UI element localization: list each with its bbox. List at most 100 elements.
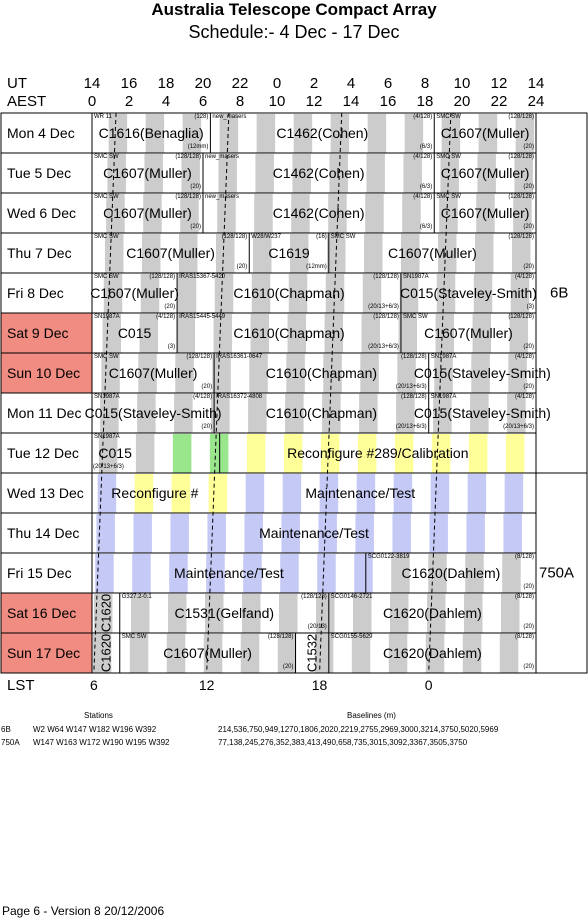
lst-band bbox=[320, 434, 340, 473]
lst-band bbox=[178, 234, 198, 273]
day-label: Sat 9 Dec bbox=[7, 325, 69, 341]
program-label: C1620 bbox=[98, 633, 114, 673]
cfg-label: (128/128) bbox=[508, 234, 534, 240]
program-label: C1462(Cohen) bbox=[276, 125, 369, 141]
lst-band bbox=[437, 234, 457, 273]
lst-band bbox=[441, 114, 461, 153]
lst-band bbox=[514, 154, 533, 193]
source-label: IRAS16361-0647 bbox=[216, 354, 263, 360]
lst-band bbox=[285, 394, 304, 433]
lst-band bbox=[435, 314, 455, 353]
lst-band bbox=[277, 634, 297, 673]
lst-band bbox=[172, 434, 192, 473]
lst-band bbox=[101, 354, 120, 393]
program-label: Reconfigure # bbox=[111, 485, 199, 501]
lst-label: LST bbox=[7, 677, 35, 694]
program-label: C1610(Chapman) bbox=[233, 285, 345, 301]
lst-band bbox=[281, 514, 300, 553]
lst-band bbox=[467, 474, 487, 513]
cfg-label: (4/128) bbox=[514, 394, 534, 400]
aest-tick: 12 bbox=[305, 93, 323, 110]
lst-band bbox=[507, 394, 526, 433]
config-label: 6B bbox=[550, 284, 569, 302]
band-label: (12mm) bbox=[187, 144, 209, 150]
page-title: Australia Telescope Compact Array bbox=[151, 0, 437, 19]
lst-band bbox=[361, 314, 381, 353]
lst-band bbox=[470, 394, 489, 433]
lst-band bbox=[212, 354, 231, 393]
lst-band bbox=[139, 314, 159, 353]
lst-band bbox=[322, 394, 341, 433]
baselines-heading: Baselines (m) bbox=[347, 711, 396, 720]
lst-band bbox=[510, 274, 530, 313]
source-label: SMC SW bbox=[402, 314, 428, 320]
lst-band bbox=[318, 514, 337, 553]
lst-band bbox=[429, 514, 448, 553]
program-label: C1607(Muller) bbox=[108, 365, 198, 381]
station-list: W147 W163 W172 W190 W195 W392 bbox=[33, 738, 170, 747]
config-name: 750A bbox=[1, 738, 20, 747]
band-label: (20/13+6/3) bbox=[395, 384, 427, 390]
lst-band bbox=[317, 554, 336, 593]
program-label: C015(Staveley-Smith) bbox=[413, 405, 551, 421]
lst-band bbox=[362, 274, 382, 313]
lst-band bbox=[402, 194, 421, 233]
program-label: Maintenance/Test bbox=[305, 485, 416, 501]
day-label: Tue 12 Dec bbox=[7, 445, 79, 461]
lst-band bbox=[462, 634, 482, 673]
lst-band bbox=[214, 274, 234, 313]
cfg-label: (128) bbox=[194, 114, 209, 120]
lst-band bbox=[289, 234, 309, 273]
aest-tick: 20 bbox=[453, 93, 471, 110]
lst-band bbox=[177, 274, 197, 313]
ut-tick: 18 bbox=[157, 75, 175, 92]
ut-label: UT bbox=[7, 75, 27, 92]
band-label: (20) bbox=[201, 384, 213, 390]
band-label: (20) bbox=[523, 344, 534, 350]
aest-tick: 16 bbox=[379, 93, 397, 110]
config-name: 6B bbox=[1, 725, 11, 734]
page-subtitle: Schedule:- 4 Dec - 17 Dec bbox=[188, 22, 400, 42]
lst-band bbox=[97, 474, 117, 513]
lst-band bbox=[430, 474, 450, 513]
program-label: C1610(Chapman) bbox=[233, 325, 345, 341]
source-label: SMC SW bbox=[121, 634, 147, 640]
lst-band bbox=[352, 594, 372, 633]
cfg-label: (128/128) bbox=[508, 194, 534, 200]
source-label: SMC SW bbox=[94, 274, 119, 280]
source-label: SMC SW bbox=[436, 194, 461, 200]
source-label: WR 11 bbox=[94, 114, 112, 120]
lst-band bbox=[502, 554, 521, 593]
source-label: SN1987A bbox=[430, 394, 457, 400]
cfg-label: (4/128) bbox=[514, 274, 534, 280]
program-label: C1607(Muller) bbox=[388, 245, 477, 261]
day-label: Thu 7 Dec bbox=[7, 245, 72, 261]
cfg-label: (8/128) bbox=[514, 554, 534, 560]
lst-band bbox=[291, 194, 310, 233]
band-label: (20) bbox=[523, 224, 534, 230]
lst-band bbox=[138, 354, 157, 393]
lst-band bbox=[499, 634, 519, 673]
lst-band bbox=[134, 474, 154, 513]
cfg-label: (8/128) bbox=[514, 634, 534, 640]
source-label: new_masers bbox=[212, 114, 247, 120]
lst-band bbox=[403, 154, 422, 193]
source-label: SMC SW bbox=[436, 154, 461, 160]
cfg-label: (128/128) bbox=[221, 234, 248, 240]
lst-band bbox=[354, 554, 373, 593]
lst-band bbox=[181, 154, 200, 193]
lst-band bbox=[388, 634, 408, 673]
lst-band bbox=[256, 114, 276, 153]
program-label: C1620 bbox=[98, 593, 114, 633]
band-label: (20) bbox=[190, 184, 201, 190]
lst-band bbox=[360, 354, 379, 393]
aest-tick: 10 bbox=[268, 93, 286, 110]
source-label: SN1987A bbox=[94, 434, 120, 440]
weekend-shade bbox=[1, 593, 92, 633]
day-label: Sun 10 Dec bbox=[7, 365, 81, 381]
lst-band bbox=[96, 514, 115, 553]
program-label: C1619 bbox=[268, 245, 310, 261]
ut-tick: 14 bbox=[527, 75, 545, 92]
lst-band bbox=[174, 394, 193, 433]
lst-band bbox=[393, 474, 413, 513]
